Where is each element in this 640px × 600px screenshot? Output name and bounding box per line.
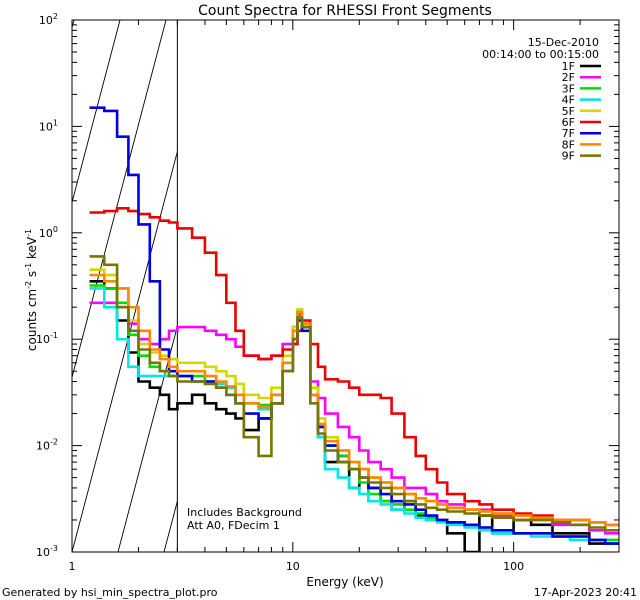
series-4F: [89, 287, 619, 545]
legend-label-3F: 3F: [562, 82, 575, 95]
legend-label-6F: 6F: [562, 116, 575, 129]
y-tick-label: 10-1: [36, 331, 58, 346]
legend-label-8F: 8F: [562, 138, 575, 151]
x-tick-label: 100: [503, 560, 524, 573]
y-tick-label: 10-2: [36, 438, 58, 453]
hatch-line: [256, 20, 396, 552]
timestamp-footer: 17-Apr-2023 20:41: [534, 586, 637, 599]
hatch-line: [72, 20, 75, 30]
time-range-label: 00:14:00 to 00:15:00: [482, 48, 599, 61]
hatch-line: [624, 20, 640, 552]
x-axis-label: Energy (keV): [306, 575, 383, 589]
series-1F: [89, 280, 619, 552]
y-tick-label: 102: [39, 12, 58, 27]
hatch-line: [440, 20, 580, 552]
chart-title: Count Spectra for RHESSI Front Segments: [198, 3, 492, 19]
x-tick-label: 10: [286, 560, 300, 573]
legend-label-7F: 7F: [562, 127, 575, 140]
hatch-line: [117, 324, 178, 552]
hatch-line: [302, 20, 442, 552]
hatch-line: [486, 20, 626, 552]
hatch-line: [394, 20, 534, 552]
generated-by-footer: Generated by hsi_min_spectra_plot.pro: [2, 586, 218, 599]
series-7F: [89, 106, 619, 545]
series-9F: [89, 255, 619, 532]
series-6F: [89, 207, 619, 527]
legend-label-9F: 9F: [562, 150, 575, 163]
series-2F: [89, 301, 619, 535]
legend-label-2F: 2F: [562, 71, 575, 84]
y-axis-label: counts cm-2 s-1 keV-1: [24, 229, 39, 351]
annotation-attenuator: Att A0, FDecim 1: [187, 519, 280, 532]
y-tick-label: 101: [39, 118, 58, 133]
series-3F: [89, 284, 619, 542]
hatch-line: [210, 20, 350, 552]
y-tick-label: 100: [39, 225, 58, 240]
annotation-background: Includes Background: [187, 506, 302, 519]
hatch-line: [163, 499, 178, 552]
hatch-line: [72, 149, 178, 552]
legend-label-4F: 4F: [562, 94, 575, 107]
x-tick-label: 1: [69, 560, 76, 573]
legend-label-5F: 5F: [562, 105, 575, 118]
y-tick-label: 10-3: [36, 544, 58, 559]
plot-frame: [71, 19, 620, 553]
date-label: 15-Dec-2010: [528, 36, 599, 49]
legend-label-1F: 1F: [562, 60, 575, 73]
